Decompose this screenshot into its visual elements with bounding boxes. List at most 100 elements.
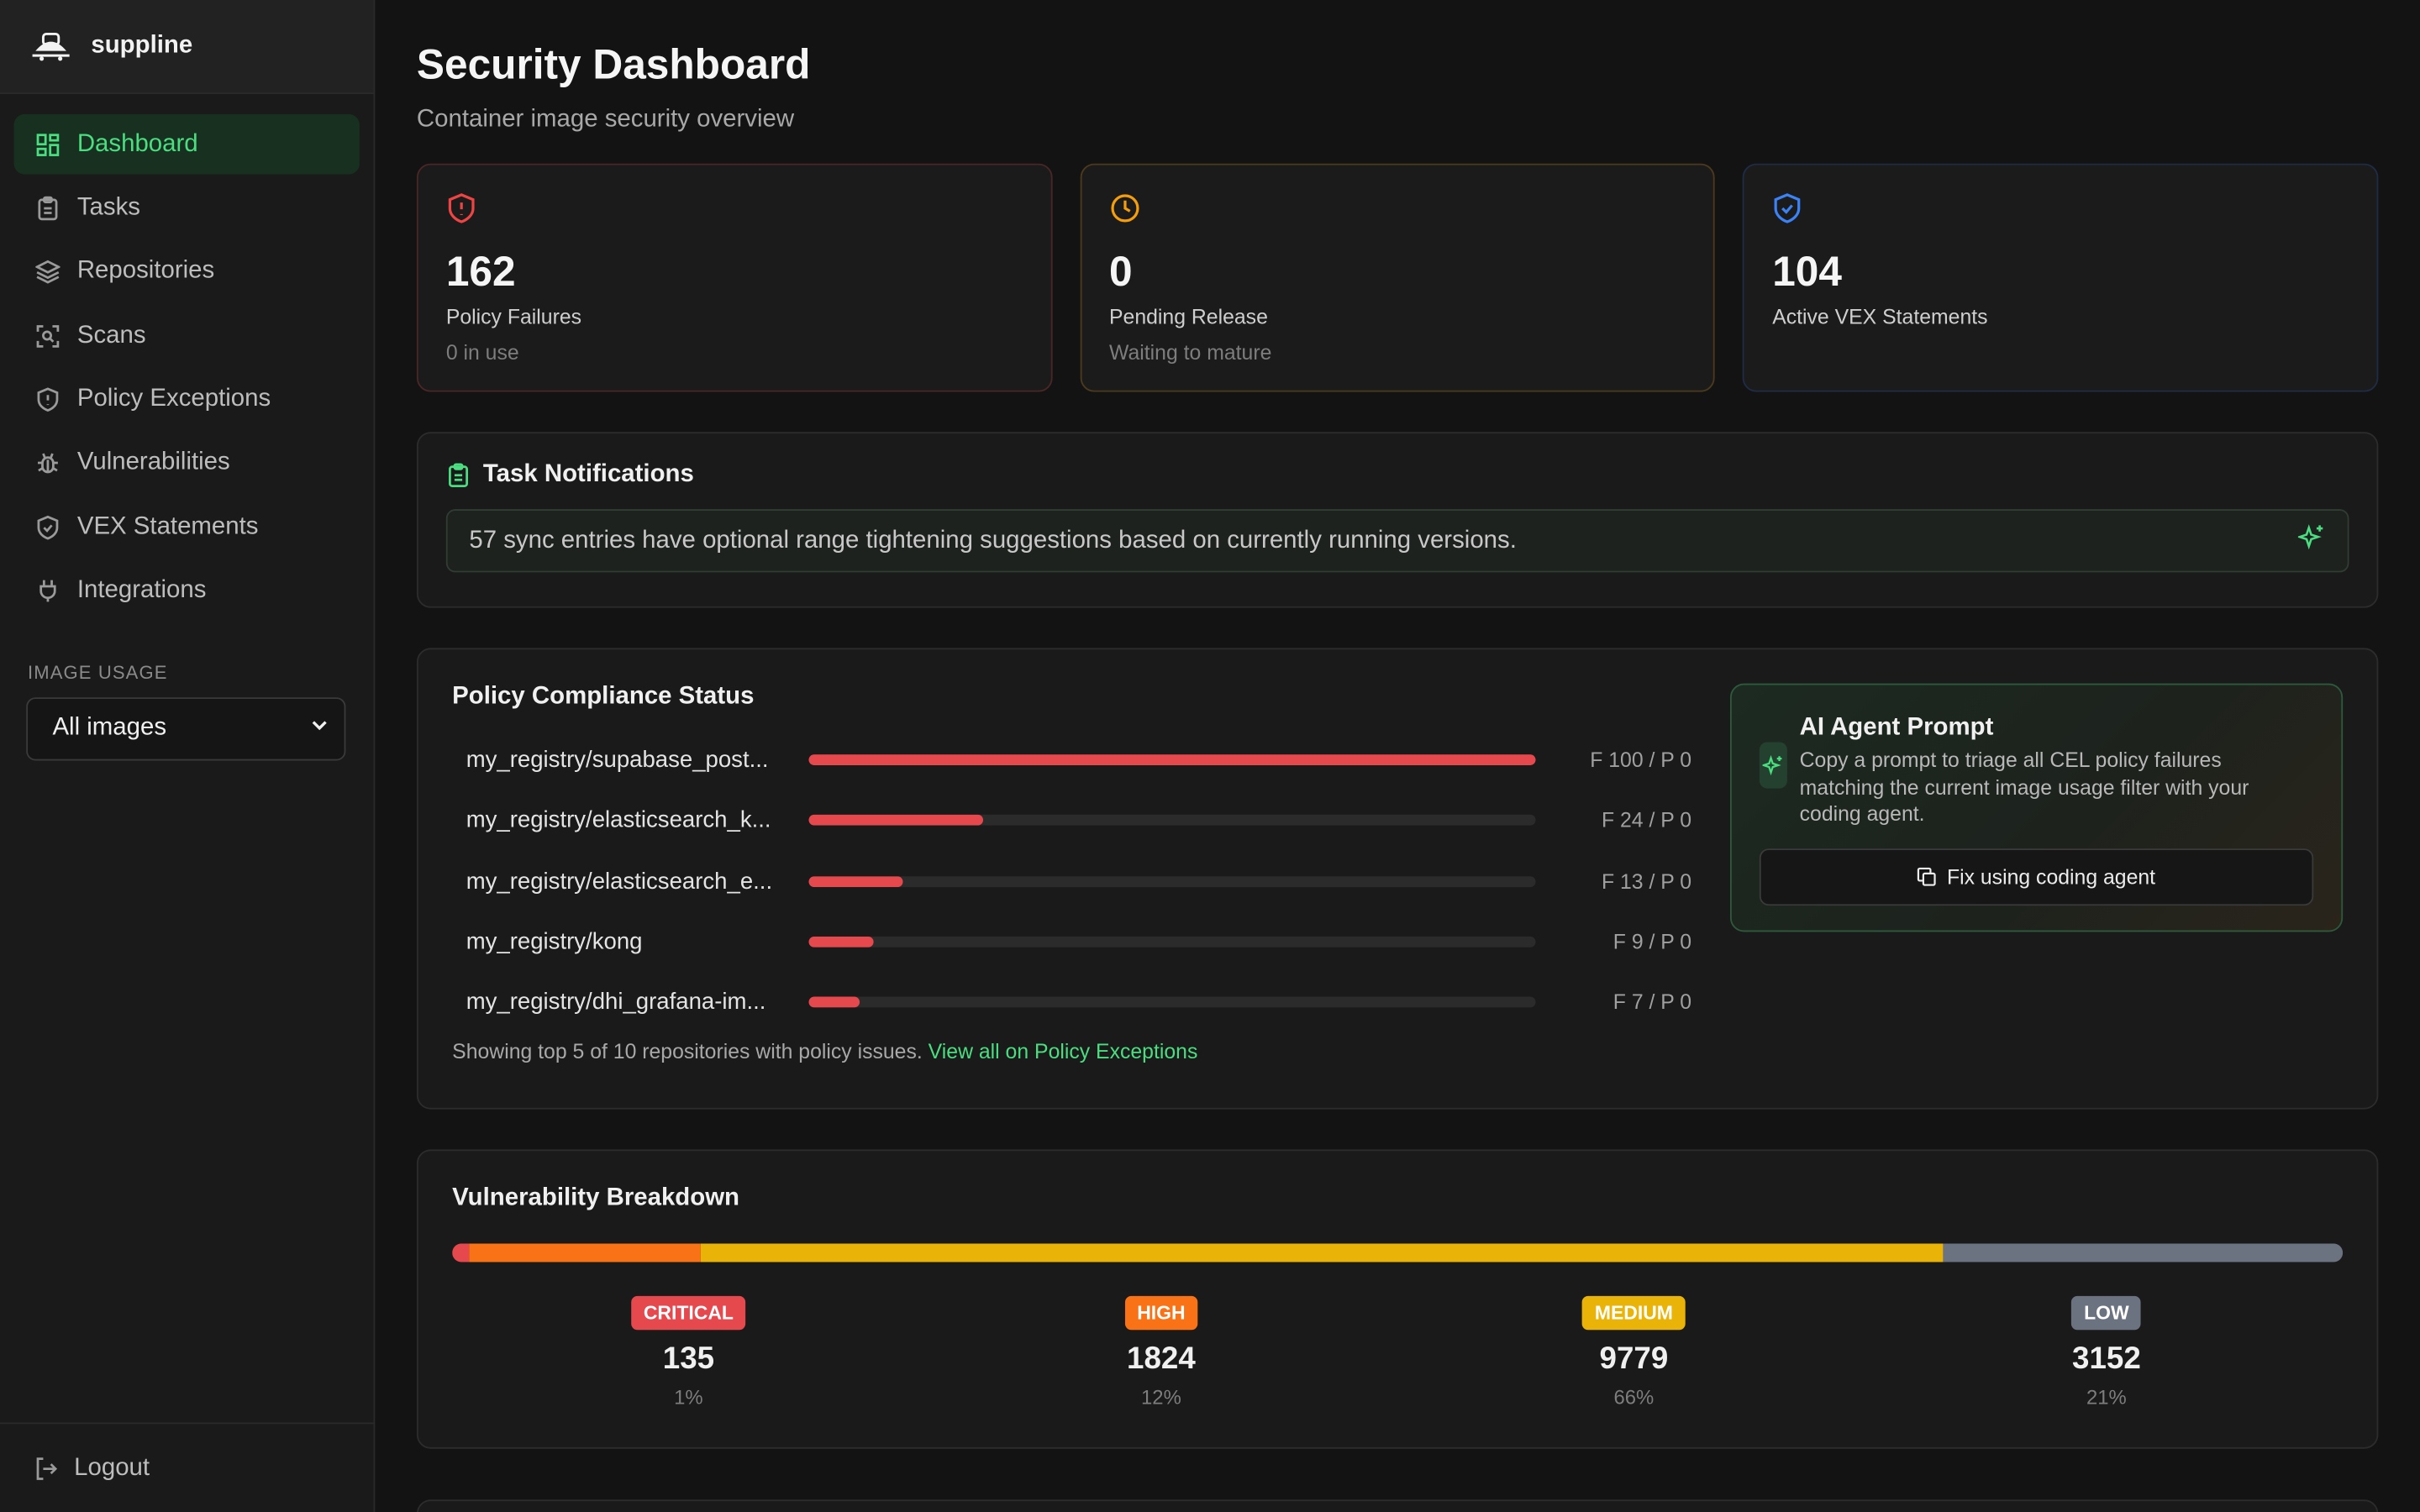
image-usage-label: IMAGE USAGE — [28, 661, 168, 684]
severity-high[interactable]: HIGH 1824 12% — [925, 1295, 1397, 1409]
bug-icon — [34, 449, 61, 477]
scan-icon — [34, 322, 61, 349]
severity-percent: 66% — [1613, 1385, 1655, 1409]
repo-name: my_registry/elasticsearch_e... — [466, 868, 773, 895]
stats-row: 162 Policy Failures 0 in use 0 Pending R… — [416, 163, 2379, 392]
sidebar-item-repositories[interactable]: Repositories — [14, 242, 360, 302]
ai-agent-title: AI Agent Prompt — [1799, 714, 1994, 741]
vulnerability-breakdown-title: Vulnerability Breakdown — [452, 1184, 740, 1211]
shield-check-icon — [34, 513, 61, 541]
repo-row[interactable]: my_registry/elasticsearch_e... F 13 / P … — [452, 851, 1691, 911]
severity-segment-medium — [701, 1243, 1943, 1263]
sidebar-item-tasks[interactable]: Tasks — [14, 178, 360, 239]
policy-compliance-card: Policy Compliance Status my_registry/sup… — [416, 648, 2379, 1110]
sidebar-nav: Dashboard Tasks Repositories Scans Polic… — [0, 94, 373, 622]
repo-count: F 24 / P 0 — [1601, 809, 1692, 832]
severity-stacked-bar — [452, 1243, 2344, 1263]
severity-percent: 21% — [2086, 1385, 2127, 1409]
repo-name: my_registry/elasticsearch_k... — [466, 807, 771, 834]
sidebar-item-scans[interactable]: Scans — [14, 306, 360, 366]
sidebar-item-vex-statements[interactable]: VEX Statements — [14, 497, 360, 558]
severity-columns: CRITICAL 135 1% HIGH 1824 12% MEDIUM 977… — [452, 1295, 2343, 1409]
stat-label: Active VEX Statements — [1772, 305, 1988, 329]
repo-row[interactable]: my_registry/elasticsearch_k... F 24 / P … — [452, 790, 1691, 851]
stat-label: Pending Release — [1109, 305, 1268, 329]
severity-segment-high — [469, 1243, 702, 1263]
notification-item[interactable]: 57 sync entries have optional range tigh… — [445, 509, 2349, 573]
sidebar-item-label: Policy Exceptions — [76, 386, 271, 412]
plug-icon — [34, 577, 61, 605]
repo-name: my_registry/kong — [466, 928, 643, 955]
stat-card-pending-release[interactable]: 0 Pending Release Waiting to mature — [1080, 163, 1716, 392]
repo-count: F 100 / P 0 — [1590, 748, 1692, 772]
stat-card-active-vex[interactable]: 104 Active VEX Statements — [1743, 163, 2379, 392]
brand[interactable]: suppline — [0, 0, 374, 95]
severity-segment-low — [1942, 1243, 2344, 1263]
failure-bar-track — [808, 997, 1536, 1008]
repo-list: my_registry/supabase_post... F 100 / P 0… — [452, 730, 1691, 1033]
logout-icon — [34, 1456, 58, 1480]
failure-bar-fill — [808, 936, 875, 948]
sidebar-item-label: VEX Statements — [76, 513, 259, 540]
repo-name: my_registry/supabase_post... — [466, 747, 769, 774]
ai-agent-prompt-box: AI Agent Prompt Copy a prompt to triage … — [1729, 683, 2344, 932]
logout-button[interactable]: Logout — [0, 1422, 376, 1512]
stat-value: 104 — [1772, 248, 1842, 295]
sidebar-item-integrations[interactable]: Integrations — [14, 561, 360, 622]
clipboard-icon — [446, 463, 471, 487]
dashboard-icon — [34, 130, 61, 158]
repo-row[interactable]: my_registry/supabase_post... F 100 / P 0 — [452, 730, 1691, 790]
shield-alert-icon — [446, 193, 477, 229]
sidebar-item-policy-exceptions[interactable]: Policy Exceptions — [14, 370, 360, 430]
fix-using-coding-agent-button[interactable]: Fix using coding agent — [1759, 848, 2314, 906]
view-policy-exceptions-link[interactable]: View all on Policy Exceptions — [928, 1040, 1198, 1064]
failure-bar-fill — [808, 875, 903, 887]
severity-count: 9779 — [1599, 1341, 1669, 1377]
image-usage-value: All images — [52, 714, 167, 742]
failure-bar-fill — [808, 815, 984, 827]
repo-name: my_registry/dhi_grafana-im... — [466, 989, 766, 1016]
severity-percent: 1% — [674, 1385, 703, 1409]
sidebar-item-vulnerabilities[interactable]: Vulnerabilities — [14, 433, 360, 494]
severity-critical[interactable]: CRITICAL 135 1% — [452, 1295, 924, 1409]
failure-bar-track — [808, 815, 1536, 827]
ai-agent-description: Copy a prompt to triage all CEL policy f… — [1799, 748, 2249, 826]
logout-label: Logout — [74, 1454, 150, 1481]
main-content: Security Dashboard Container image secur… — [375, 0, 2420, 1512]
repo-count: F 13 / P 0 — [1601, 869, 1692, 893]
repo-row[interactable]: my_registry/dhi_grafana-im... F 7 / P 0 — [452, 972, 1691, 1032]
failure-bar-track — [808, 936, 1536, 948]
sidebar-item-label: Dashboard — [76, 130, 198, 157]
shield-check-icon — [1772, 193, 1803, 229]
app-name: suppline — [91, 32, 193, 59]
severity-segment-critical — [452, 1243, 470, 1263]
severity-low[interactable]: LOW 3152 21% — [1870, 1295, 2343, 1409]
severity-badge: CRITICAL — [631, 1295, 746, 1331]
sparkles-icon[interactable] — [2296, 523, 2326, 559]
stat-sub: Waiting to mature — [1109, 340, 1272, 365]
failure-bar-fill — [808, 754, 1536, 766]
image-usage-select[interactable]: All images — [26, 696, 346, 761]
stat-sub: 0 in use — [445, 340, 519, 365]
task-notifications-card: Task Notifications 57 sync entries have … — [416, 432, 2379, 608]
severity-percent: 12% — [1141, 1385, 1181, 1409]
next-card — [416, 1499, 2379, 1512]
layers-icon — [34, 258, 61, 286]
sidebar-item-label: Repositories — [76, 258, 215, 285]
clipboard-icon — [34, 194, 61, 222]
stat-card-policy-failures[interactable]: 162 Policy Failures 0 in use — [416, 163, 1053, 392]
clock-icon — [1109, 194, 1140, 229]
shield-exclamation-icon — [34, 386, 61, 413]
stat-value: 0 — [1109, 248, 1133, 295]
repo-row[interactable]: my_registry/kong F 9 / P 0 — [452, 911, 1691, 972]
policy-compliance-title: Policy Compliance Status — [452, 683, 755, 710]
sidebar-item-label: Vulnerabilities — [76, 449, 230, 476]
notification-message: 57 sync entries have optional range tigh… — [469, 527, 1517, 554]
stat-value: 162 — [445, 248, 516, 295]
repo-count: F 9 / P 0 — [1612, 930, 1692, 954]
sidebar-item-label: Integrations — [76, 577, 207, 604]
severity-medium[interactable]: MEDIUM 9779 66% — [1397, 1295, 1870, 1409]
sidebar-item-dashboard[interactable]: Dashboard — [13, 113, 360, 175]
failure-bar-track — [808, 875, 1536, 887]
page-subtitle: Container image security overview — [416, 106, 795, 133]
